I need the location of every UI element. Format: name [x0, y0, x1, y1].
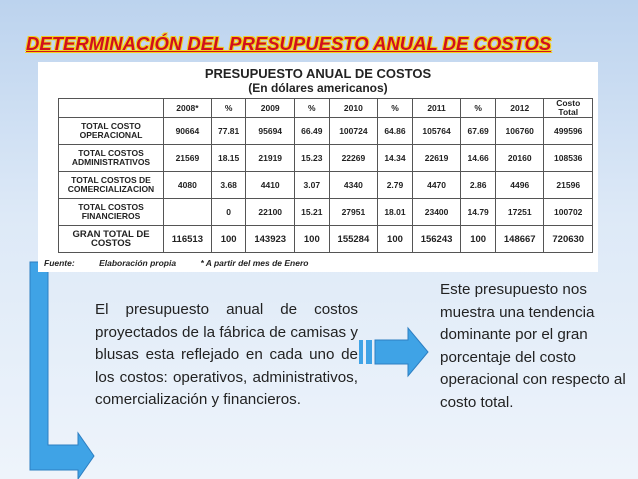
cell: 23400	[411, 198, 462, 226]
cell: 3.07	[293, 171, 330, 199]
table-row: TOTAL COSTOS ADMINISTRATIVOS 21569 18.15 21…	[58, 144, 593, 172]
cell: 4410	[245, 171, 295, 199]
cell: 116513	[163, 225, 212, 253]
cell: 15.21	[293, 198, 330, 226]
header-cell: 2012	[494, 98, 545, 118]
cell: 4470	[411, 171, 462, 199]
cell: 100702	[543, 198, 593, 226]
header-cell: 2008*	[163, 98, 212, 118]
cell: 100	[377, 225, 413, 253]
table-row: TOTAL COSTO OPERACIONAL 90664 77.81 95694 66…	[58, 117, 593, 145]
cell: 155284	[328, 225, 379, 253]
left-paragraph: El presupuesto anual de costos proyectad…	[95, 301, 358, 408]
table-subtitle: (En dólares americanos)	[248, 81, 388, 95]
cell: 21596	[543, 171, 593, 199]
cell: 17251	[494, 198, 545, 226]
row-label: TOTAL COSTOS DE COMERCIALIZACION	[58, 171, 164, 199]
cell: 108536	[543, 144, 593, 172]
cell: 4080	[163, 171, 212, 199]
cell: 148667	[494, 225, 545, 253]
cell: 27951	[328, 198, 379, 226]
cell	[163, 198, 212, 226]
right-paragraph: Este presupuesto nos muestra una tendenc…	[440, 281, 626, 411]
cell: 720630	[543, 225, 593, 253]
corner-cell	[58, 98, 164, 118]
header-row: 2008*% 2009% 2010% 2011% 2012 Costo Total	[58, 98, 593, 118]
cell: 67.69	[460, 117, 496, 145]
row-label: TOTAL COSTO OPERACIONAL	[58, 117, 164, 145]
cell: 2.86	[460, 171, 496, 199]
table-row: TOTAL COSTOS FINANCIEROS 0 22100 15.21 27951…	[58, 198, 593, 226]
arrow-stripe	[366, 340, 372, 364]
cell: 100	[293, 225, 330, 253]
cell: 100	[460, 225, 496, 253]
cell: 15.23	[293, 144, 330, 172]
table-row: TOTAL COSTOS DE COMERCIALIZACION 4080 3.68…	[58, 171, 593, 199]
row-label: TOTAL COSTOS ADMINISTRATIVOS	[58, 144, 164, 172]
cost-table: 2008*% 2009% 2010% 2011% 2012 Costo Total TOTA…	[58, 98, 593, 253]
header-cell: 2011	[411, 98, 462, 118]
source: Elaboración propia	[99, 258, 177, 268]
cell: 22100	[245, 198, 295, 226]
cell: 14.34	[377, 144, 413, 172]
row-label: GRAN TOTAL DE COSTOS	[58, 225, 164, 253]
cell: 20160	[494, 144, 545, 172]
cell: 4340	[328, 171, 379, 199]
header-cell: %	[210, 98, 247, 118]
cell: 0	[210, 198, 247, 226]
row-label: TOTAL COSTOS FINANCIEROS	[58, 198, 164, 226]
cell: 100724	[328, 117, 379, 145]
cell: 100	[210, 225, 247, 253]
right-arrow	[374, 326, 429, 378]
footnote: Fuente: Elaboración propia * A partir de…	[44, 258, 330, 268]
cell: 143923	[245, 225, 295, 253]
cell: 3.68	[210, 171, 247, 199]
slide-title: DETERMINACIÓN DEL PRESUPUESTO ANUAL DE C…	[26, 33, 552, 54]
cell: 77.81	[210, 117, 247, 145]
header-cell: %	[377, 98, 413, 118]
header-cell: 2010	[328, 98, 379, 118]
cell: 22619	[411, 144, 462, 172]
header-cell: %	[293, 98, 330, 118]
cell: 21919	[245, 144, 295, 172]
note: * A partir del mes de Enero	[200, 258, 309, 268]
arrow-stripe	[359, 340, 363, 364]
cell: 18.15	[210, 144, 247, 172]
table-panel: PRESUPUESTO ANUAL DE COSTOS (En dólares …	[38, 62, 598, 272]
cell: 18.01	[377, 198, 413, 226]
header-cell: Costo Total	[543, 98, 593, 118]
cell: 499596	[543, 117, 593, 145]
cell: 64.86	[377, 117, 413, 145]
table-title: PRESUPUESTO ANUAL DE COSTOS	[204, 66, 432, 81]
cell: 90664	[163, 117, 212, 145]
cell: 106760	[494, 117, 545, 145]
header-cell: %	[460, 98, 496, 118]
cell: 22269	[328, 144, 379, 172]
table-row: GRAN TOTAL DE COSTOS 116513 100 143923 100 15…	[58, 225, 593, 253]
source-label: Fuente:	[44, 258, 75, 268]
l-arrow	[29, 261, 95, 479]
cell: 4496	[494, 171, 545, 199]
cell: 66.49	[293, 117, 330, 145]
cell: 105764	[411, 117, 462, 145]
header-cell: 2009	[245, 98, 295, 118]
cell: 95694	[245, 117, 295, 145]
cell: 14.79	[460, 198, 496, 226]
cell: 156243	[411, 225, 462, 253]
cell: 2.79	[377, 171, 413, 199]
cell: 14.66	[460, 144, 496, 172]
cell: 21569	[163, 144, 212, 172]
